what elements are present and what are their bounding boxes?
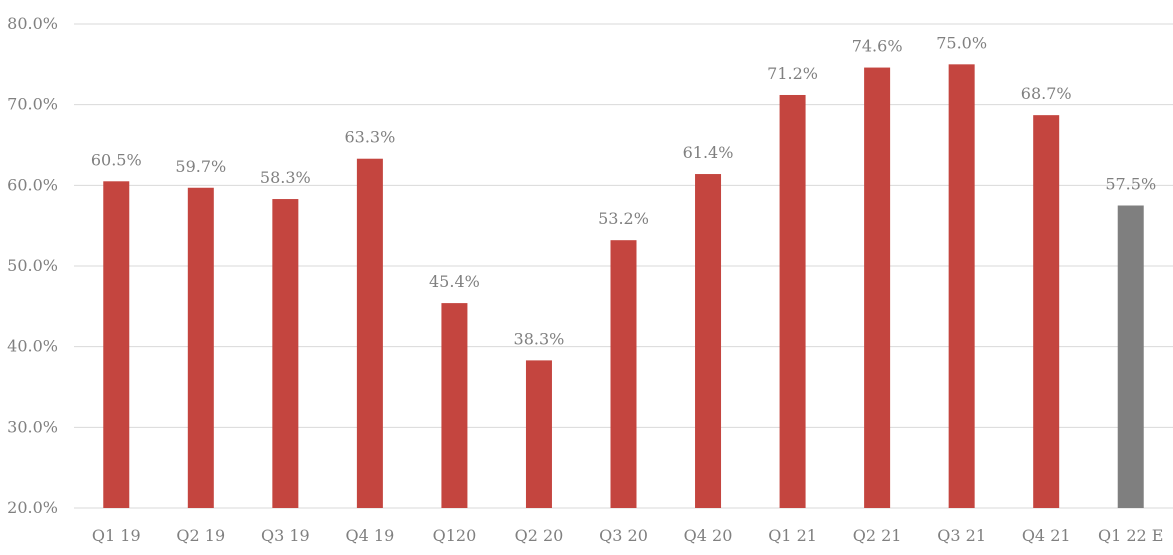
data-label: 59.7%: [175, 157, 226, 176]
x-category-label: Q1 22 E: [1098, 526, 1164, 545]
data-label: 63.3%: [344, 128, 395, 147]
data-label: 45.4%: [429, 272, 480, 291]
y-tick-label: 70.0%: [7, 95, 58, 114]
x-category-label: Q4 21: [1022, 526, 1071, 545]
bar: [1117, 205, 1144, 508]
x-category-label: Q3 19: [261, 526, 310, 545]
data-label: 58.3%: [260, 168, 311, 187]
data-label: 71.2%: [767, 64, 818, 83]
x-axis-category-labels: Q1 19 Q2 19 Q3 19 Q4 19 Q120 Q2 20 Q3 20 Q4 20 Q…: [92, 526, 1164, 545]
data-label: 53.2%: [598, 209, 649, 228]
y-tick-label: 80.0%: [7, 14, 58, 33]
x-category-label: Q120: [433, 526, 477, 545]
y-tick-label: 60.0%: [7, 175, 58, 194]
bar: [610, 240, 637, 509]
data-label: 57.5%: [1105, 175, 1156, 194]
data-label: 61.4%: [683, 143, 734, 162]
x-category-label: Q3 21: [937, 526, 986, 545]
y-axis-tick-labels: 20.0% 30.0% 40.0% 50.0% 60.0% 70.0% 80.0%: [7, 14, 58, 517]
bar: [779, 94, 806, 508]
data-label: 74.6%: [852, 37, 903, 56]
x-category-label: Q4 19: [346, 526, 395, 545]
data-label: 68.7%: [1021, 84, 1072, 103]
data-label: 60.5%: [91, 150, 142, 169]
x-category-label: Q4 20: [684, 526, 733, 545]
bar: [695, 174, 722, 509]
bar: [356, 158, 383, 509]
x-category-label: Q2 20: [515, 526, 564, 545]
bar: [103, 181, 130, 509]
y-tick-label: 30.0%: [7, 417, 58, 436]
bar: [441, 303, 468, 508]
bar: [1033, 115, 1060, 509]
bar: [272, 199, 299, 508]
data-label: 38.3%: [514, 329, 565, 348]
y-tick-label: 20.0%: [7, 498, 58, 517]
data-labels: 60.5% 59.7% 58.3% 63.3% 45.4% 38.3% 53.2% 61.4%…: [91, 33, 1156, 348]
x-category-label: Q2 21: [853, 526, 902, 545]
y-tick-label: 50.0%: [7, 256, 58, 275]
bar: [948, 64, 975, 508]
bars: [103, 64, 1144, 509]
bar: [525, 360, 552, 508]
x-category-label: Q3 20: [599, 526, 648, 545]
y-tick-label: 40.0%: [7, 337, 58, 356]
x-category-label: Q2 19: [176, 526, 225, 545]
bar: [187, 187, 214, 508]
data-label: 75.0%: [936, 33, 987, 52]
x-category-label: Q1 19: [92, 526, 141, 545]
bar: [864, 67, 891, 508]
x-category-label: Q1 21: [768, 526, 817, 545]
